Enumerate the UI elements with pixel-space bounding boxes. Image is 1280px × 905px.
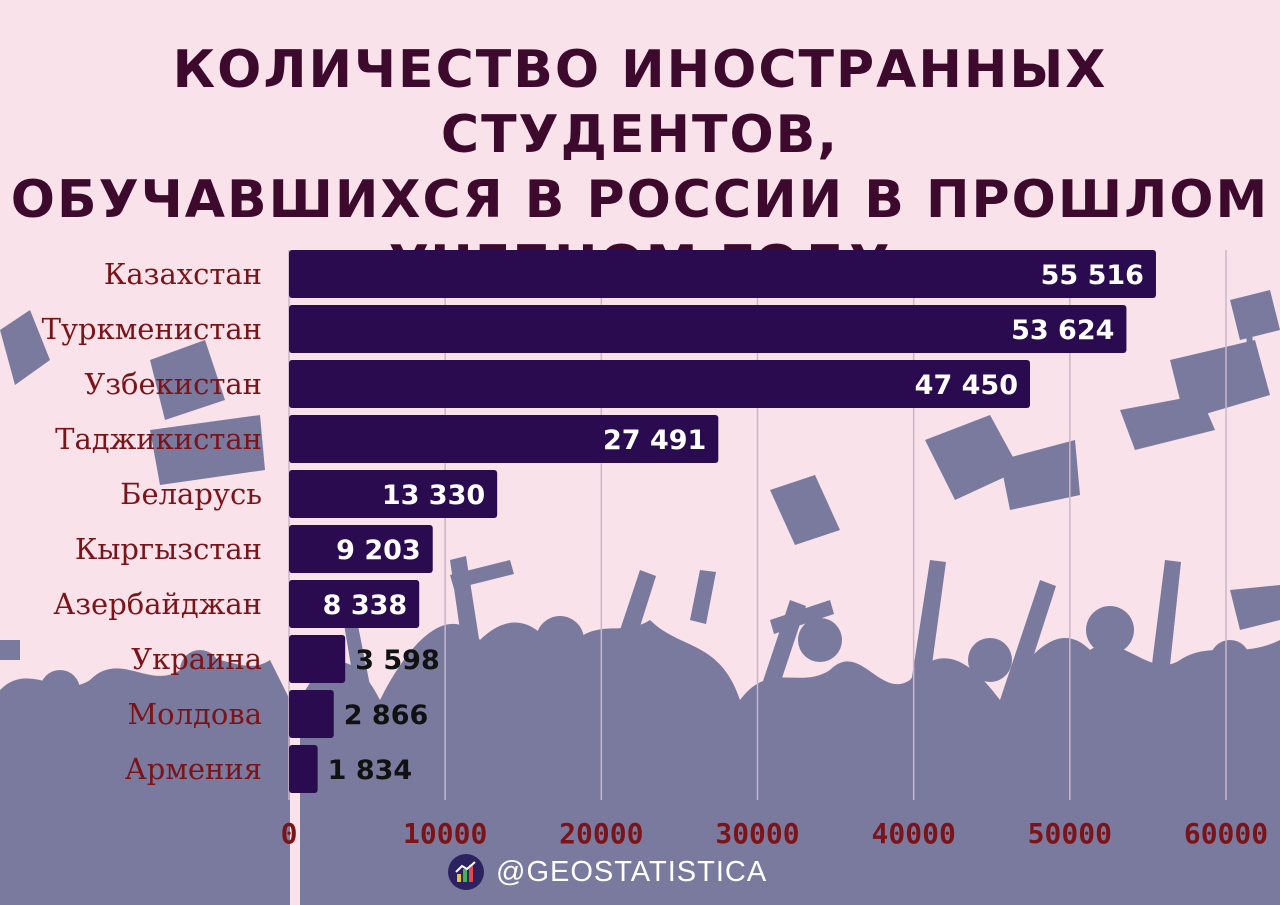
bar [289, 360, 1031, 408]
x-tick-label: 50000 [1028, 817, 1112, 850]
bar [289, 745, 318, 793]
category-label: Армения [125, 752, 262, 786]
bars: 55 516 53 624 47 450 27 491 13 330 9 203 8 338… [289, 250, 1156, 793]
value-label: 1 834 [328, 755, 413, 786]
category-label: Украина [131, 642, 262, 676]
x-tick-label: 10000 [403, 817, 487, 850]
category-label: Беларусь [120, 477, 262, 511]
value-label: 13 330 [382, 480, 485, 511]
bar [289, 470, 498, 518]
x-tick-label: 30000 [715, 817, 799, 850]
value-label: 2 866 [344, 700, 429, 731]
category-labels: Казахстан Туркменистан Узбекистан Таджикист… [42, 257, 262, 786]
title-line: ОБУЧАВШИХСЯ В РОССИИ В ПРОШЛОМ [10, 170, 1270, 230]
bar-chart-logo-icon [448, 854, 484, 890]
bar [289, 250, 1156, 298]
category-label: Азербайджан [53, 587, 262, 621]
x-tick-label: 0 [281, 817, 298, 850]
value-label: 8 338 [323, 590, 408, 621]
x-tick-label: 60000 [1184, 817, 1268, 850]
category-label: Узбекистан [84, 367, 262, 401]
x-tick-label: 40000 [872, 817, 956, 850]
title-line: КОЛИЧЕСТВО ИНОСТРАННЫХ СТУДЕНТОВ, [172, 40, 1108, 165]
bar [289, 415, 719, 463]
bar [289, 525, 433, 573]
value-label: 27 491 [603, 425, 706, 456]
bar [289, 305, 1127, 353]
bar [289, 580, 420, 628]
category-label: Таджикистан [55, 422, 262, 456]
x-tick-label: 20000 [559, 817, 643, 850]
value-label: 47 450 [915, 370, 1018, 401]
value-label: 9 203 [336, 535, 421, 566]
category-label: Кыргызстан [75, 532, 262, 566]
footer: @GEOSTATISTICA [448, 852, 767, 892]
value-label: 55 516 [1041, 260, 1144, 291]
category-label: Туркменистан [42, 312, 262, 346]
bar [289, 690, 334, 738]
category-label: Молдова [127, 697, 262, 731]
value-label: 3 598 [355, 645, 440, 676]
value-label: 53 624 [1011, 315, 1114, 346]
bar [289, 635, 346, 683]
x-axis-tick-labels: 0 10000 20000 30000 40000 50000 60000 [281, 817, 1269, 850]
category-label: Казахстан [104, 257, 262, 291]
footer-handle: @GEOSTATISTICA [496, 855, 768, 888]
